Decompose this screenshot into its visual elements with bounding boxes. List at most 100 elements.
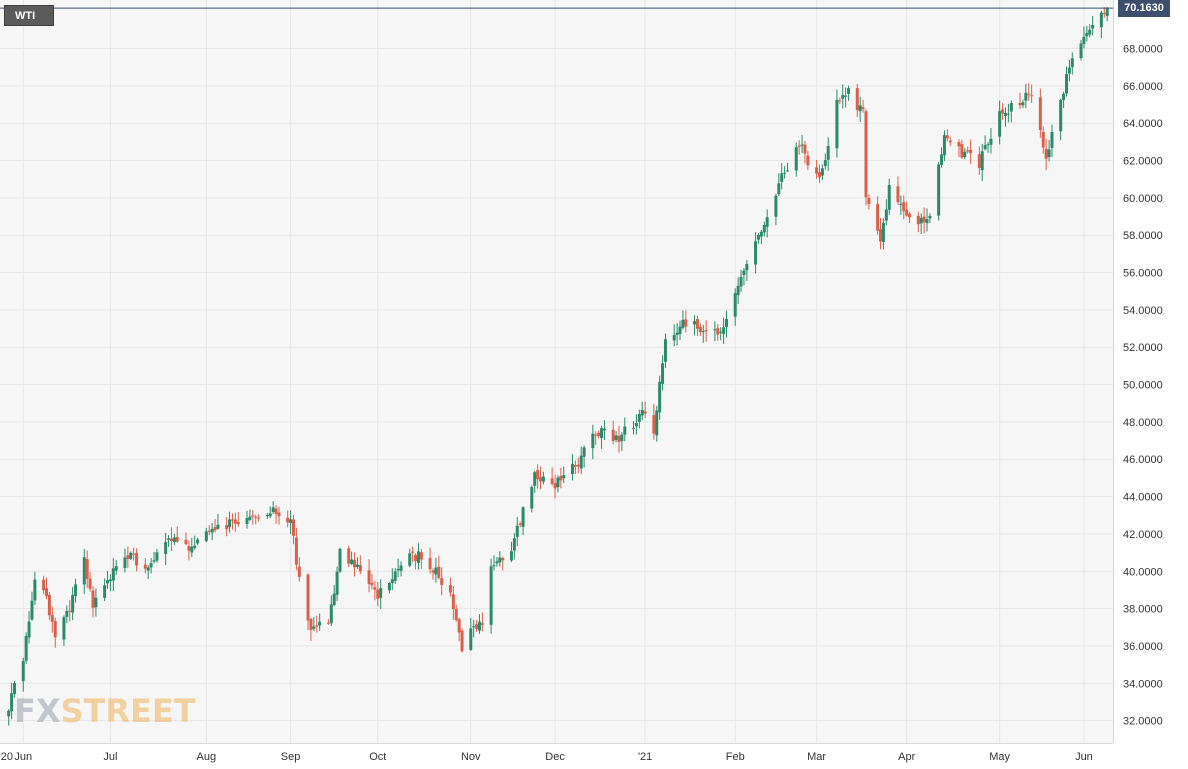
candle-body bbox=[637, 414, 641, 422]
candle-body bbox=[794, 147, 798, 171]
x-tick-label: Oct bbox=[369, 751, 386, 763]
candle-body bbox=[1047, 149, 1051, 158]
symbol-label: WTI bbox=[4, 5, 54, 26]
candle-body bbox=[841, 94, 845, 99]
candle-body bbox=[1006, 113, 1010, 115]
candle-body bbox=[754, 241, 758, 265]
candle-body bbox=[1021, 102, 1025, 106]
y-tick-label: 58.0000 bbox=[1123, 230, 1163, 242]
candle-body bbox=[152, 560, 156, 562]
candle-body bbox=[550, 478, 554, 484]
candle-body bbox=[919, 217, 923, 224]
candle-body bbox=[1088, 29, 1092, 35]
candle-body bbox=[123, 557, 127, 569]
candle-body bbox=[408, 553, 412, 566]
candle-body bbox=[50, 614, 54, 622]
candle-body bbox=[826, 146, 830, 160]
candle-body bbox=[643, 411, 647, 414]
candle-body bbox=[858, 105, 862, 112]
candle-body bbox=[539, 477, 543, 482]
candle-body bbox=[716, 328, 720, 335]
y-tick-label: 68.0000 bbox=[1123, 44, 1163, 56]
candle-body bbox=[835, 99, 839, 149]
candle-body bbox=[370, 582, 374, 586]
candle-body bbox=[623, 426, 627, 435]
candle-body bbox=[634, 423, 638, 427]
candle-body bbox=[725, 318, 729, 327]
candle-body bbox=[661, 363, 665, 384]
candle-body bbox=[736, 285, 740, 296]
candle-body bbox=[806, 155, 810, 166]
candle-body bbox=[448, 585, 452, 593]
candle-body bbox=[236, 522, 240, 525]
candle-body bbox=[530, 487, 534, 509]
candle-body bbox=[701, 331, 705, 333]
x-tick-label: Dec bbox=[545, 751, 565, 763]
candle-body bbox=[948, 140, 952, 143]
candle-body bbox=[533, 472, 537, 486]
candle-body bbox=[1079, 43, 1083, 59]
candle-body bbox=[169, 538, 173, 542]
candle-body bbox=[132, 553, 136, 555]
y-tick-label: 36.0000 bbox=[1123, 641, 1163, 653]
candle-body bbox=[945, 135, 949, 139]
candle-body bbox=[594, 434, 598, 436]
x-tick-label: Jun bbox=[14, 751, 32, 763]
candle-body bbox=[1041, 131, 1045, 148]
candle-body bbox=[556, 477, 560, 488]
candle-body bbox=[602, 428, 606, 431]
candle-body bbox=[143, 564, 147, 569]
candle-body bbox=[896, 186, 900, 203]
candle-body bbox=[658, 381, 662, 413]
candle-body bbox=[204, 531, 208, 542]
candle-body bbox=[111, 568, 115, 581]
candle-body bbox=[977, 154, 981, 168]
candle-body bbox=[274, 508, 278, 514]
candle-body bbox=[411, 551, 415, 553]
y-tick-label: 34.0000 bbox=[1123, 678, 1163, 690]
candle-body bbox=[396, 568, 400, 571]
candle-body bbox=[489, 566, 493, 625]
candle-body bbox=[765, 217, 769, 227]
x-tick-label: Mar bbox=[807, 751, 826, 763]
candle-body bbox=[553, 483, 557, 489]
y-tick-label: 42.0000 bbox=[1123, 529, 1163, 541]
candle-body bbox=[492, 565, 496, 567]
candle-body bbox=[187, 546, 191, 551]
y-tick-label: 62.0000 bbox=[1123, 156, 1163, 168]
candle-body bbox=[318, 621, 322, 626]
candle-body bbox=[611, 429, 615, 441]
x-tick-label: Feb bbox=[726, 751, 745, 763]
y-tick-label: 60.0000 bbox=[1123, 193, 1163, 205]
candle-body bbox=[172, 537, 176, 543]
candle-body bbox=[129, 552, 133, 559]
candle-body bbox=[742, 270, 746, 275]
candle-body bbox=[146, 567, 150, 571]
candle-body bbox=[44, 588, 48, 597]
candle-body bbox=[428, 557, 432, 570]
candle-body bbox=[820, 168, 824, 176]
candle-body bbox=[881, 222, 885, 242]
candle-body bbox=[541, 476, 545, 482]
candle-body bbox=[30, 600, 34, 620]
candle-body bbox=[655, 410, 659, 436]
candle-body bbox=[678, 326, 682, 334]
candle-body bbox=[940, 154, 944, 165]
candle-body bbox=[1062, 93, 1066, 101]
candle-body bbox=[42, 579, 46, 591]
plot-background bbox=[0, 0, 1113, 743]
candle-body bbox=[762, 224, 766, 233]
y-tick-label: 64.0000 bbox=[1123, 118, 1163, 130]
candle-body bbox=[216, 524, 220, 529]
candle-body bbox=[916, 215, 920, 225]
candle-body bbox=[332, 593, 336, 605]
candle-body bbox=[257, 517, 261, 519]
candle-body bbox=[815, 167, 819, 174]
candle-body bbox=[228, 519, 232, 528]
y-tick-label: 32.0000 bbox=[1123, 716, 1163, 728]
candle-body bbox=[1105, 8, 1109, 16]
candle-body bbox=[937, 164, 941, 216]
candle-body bbox=[1065, 74, 1069, 94]
candle-body bbox=[33, 579, 37, 601]
candle-body bbox=[164, 542, 168, 554]
